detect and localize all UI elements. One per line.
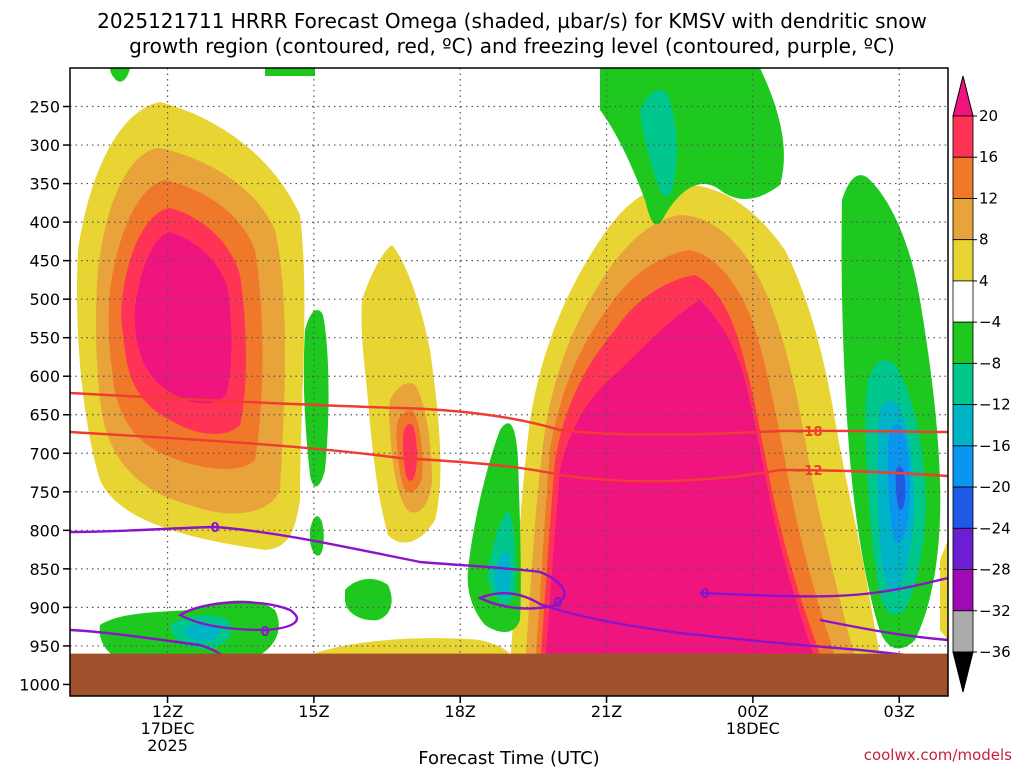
colorbar-segment [952,115,974,158]
y-tick-label: 600 [29,367,60,386]
y-tick-label: 850 [29,560,60,579]
colorbar: 20 16 12 8 4 −4 −8 −12 −16 −20 −24 −28 −32 −36 [952,75,1011,693]
colorbar-segment [952,610,974,653]
freezing-label-3: 0 [553,596,562,611]
colorbar-segment [952,280,974,323]
dendritic-lower-label: −12 [794,464,823,479]
omega-fill-top-green-a [110,68,130,82]
y-tick-label: 400 [29,213,60,232]
colorbar-label: 12 [979,189,998,207]
colorbar-segment [952,445,974,488]
freezing-label-1: 0 [210,521,219,536]
x-tick-label: 21Z [591,702,622,721]
x-tick-label: 12Z [152,702,183,721]
y-tick-label: 300 [29,136,60,155]
y-tick-label: 700 [29,444,60,463]
colorbar-label: −28 [979,561,1011,579]
colorbar-label: 20 [979,107,998,125]
colorbar-segment [952,198,974,241]
colorbar-label: −4 [979,313,1001,331]
omega-fill-cell-minus12-d [494,551,511,597]
colorbar-label: −16 [979,437,1011,455]
omega-fill-main-20 [545,300,820,665]
omega-fill-left-20 [134,232,232,404]
omega-fill-upper-minus8 [640,90,677,197]
dendritic-contour-lower [70,430,948,483]
chart-title-line-1: 2025121711 HRRR Forecast Omega (shaded, … [97,9,927,33]
freezing-label-4: 0 [700,587,709,602]
x-tick-label: 03Z [884,702,915,721]
freezing-contour-right-lower [819,618,948,642]
colorbar-segment [952,486,974,529]
colorbar-label: −32 [979,602,1011,620]
y-tick-label: 750 [29,483,60,502]
y-tick-label: 500 [29,290,60,309]
colorbar-segment [952,321,974,364]
colorbar-bottom-arrow [952,651,974,693]
colorbar-label: 4 [979,272,989,290]
colorbar-label: −20 [979,478,1011,496]
colorbar-label: −24 [979,519,1011,537]
colorbar-segment [952,404,974,447]
colorbar-segment [952,156,974,199]
x-tick-label: 2025 [147,736,188,755]
y-tick-label: 550 [29,329,60,348]
colorbar-segment [952,569,974,612]
y-tick-label: 800 [29,521,60,540]
omega-fill-top-green-b [265,68,315,76]
omega-fill-center-16 [402,423,417,481]
y-tick-label: 350 [29,175,60,194]
colorbar-label: −8 [979,354,1001,372]
freezing-label-2: 0 [260,625,269,640]
y-tick-label: 950 [29,637,60,656]
colorbar-segment [952,527,974,570]
freezing-contour-right [699,576,948,598]
chart-title-line-2: growth region (contoured, red, ºC) and f… [129,34,895,58]
x-axis-label: Forecast Time (UTC) [418,748,599,768]
x-tick-label: 15Z [298,702,329,721]
dendritic-contour-upper [70,391,948,436]
x-tick-label: 18DEC [726,719,780,738]
colorbar-label: 16 [979,148,998,166]
y-tick-label: 1000 [19,675,60,694]
x-tick-label: 17DEC [141,719,195,738]
omega-fill-cell-minus4-b [310,516,324,556]
contours: −18 −12 0 0 0 0 [70,391,948,663]
x-tick-label: 18Z [445,702,476,721]
colorbar-label: 8 [979,231,989,249]
freezing-contour-main [70,525,948,662]
y-tick-label: 650 [29,406,60,425]
y-tick-label: 250 [29,98,60,117]
ground-below-surface [70,653,948,696]
omega-fill-right-minus20 [895,466,906,510]
x-tick-label: 00Z [737,702,768,721]
omega-fill-lower-minus12 [184,623,221,641]
freezing-contour-loop [177,601,298,632]
colorbar-segment [952,239,974,282]
colorbar-segment [952,362,974,406]
omega-fill-cell-minus4-a [303,310,329,487]
omega-fill-right-edge-4 [940,540,948,640]
omega-fill-cell-minus4-c [345,578,392,621]
plot-border [69,67,949,697]
y-tick-label: 450 [29,252,60,271]
y-axis: 250 300 350 400 450 500 550 600 650 700 750 800 850 9… [19,98,70,694]
colorbar-label: −12 [979,396,1011,414]
dendritic-upper-label: −18 [794,425,823,440]
plot-area: −18 −12 0 0 0 0 [69,67,949,697]
colorbar-label: −36 [979,643,1011,661]
y-tick-label: 900 [29,598,60,617]
omega-shading [76,68,948,665]
credit-link[interactable]: coolwx.com/models [864,746,1012,764]
colorbar-top-arrow [952,75,974,117]
